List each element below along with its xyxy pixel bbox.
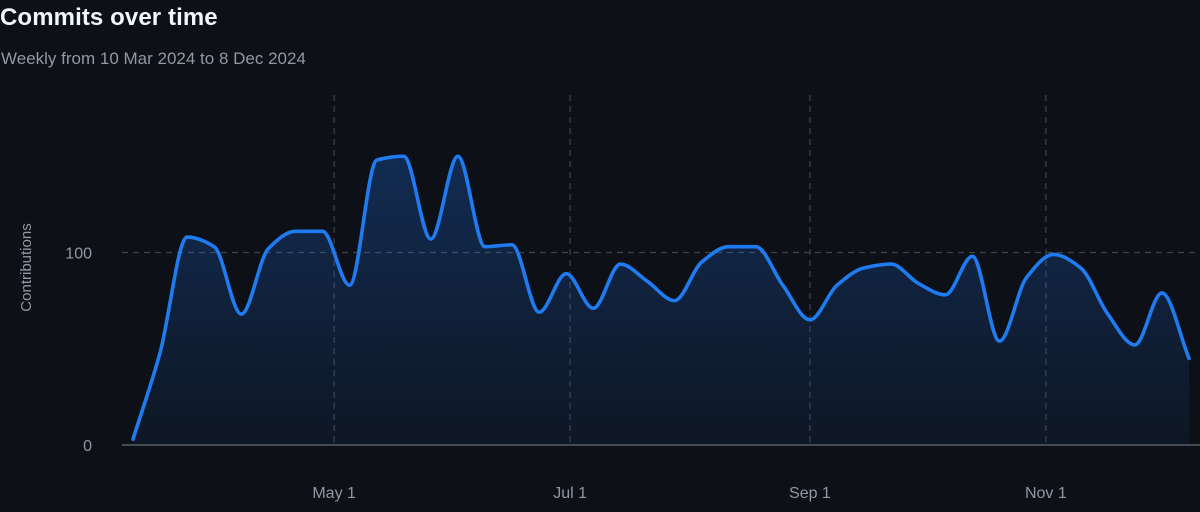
series-line-layer [131, 154, 1191, 442]
data-point-2024-06-02[interactable] [455, 153, 461, 159]
data-point-2024-06-16[interactable] [509, 242, 515, 248]
x-tick-label-jul-1: Jul 1 [553, 485, 587, 502]
data-point-2024-12-08[interactable] [1186, 355, 1192, 361]
data-point-2024-05-26[interactable] [428, 236, 434, 242]
data-point-2024-09-29[interactable] [915, 280, 921, 286]
data-point-2024-11-10[interactable] [1078, 265, 1084, 271]
data-point-2024-07-28[interactable] [672, 298, 678, 304]
y-tick-label-100: 100 [65, 246, 92, 263]
chart-subtitle: Weekly from 10 Mar 2024 to 8 Dec 2024 [1, 49, 306, 68]
data-point-2024-03-24[interactable] [184, 234, 190, 240]
data-point-2024-07-14[interactable] [617, 261, 623, 267]
data-point-2024-11-24[interactable] [1132, 342, 1138, 348]
data-point-2024-03-10[interactable] [130, 436, 136, 442]
chart-title: Commits over time [0, 4, 218, 31]
data-point-2024-11-03[interactable] [1051, 251, 1057, 257]
tick-labels: 0 100 May 1 Jul 1 Sep 1 Nov 1 Contributions [18, 223, 1067, 502]
data-point-2024-10-06[interactable] [942, 292, 948, 298]
data-point-2024-05-05[interactable] [347, 282, 353, 288]
data-point-2024-10-20[interactable] [996, 338, 1002, 344]
series-area-fill-0 [133, 156, 1189, 445]
data-point-2024-10-27[interactable] [1024, 275, 1030, 281]
data-point-2024-04-21[interactable] [292, 228, 298, 234]
x-tick-label-nov-1: Nov 1 [1025, 485, 1067, 502]
data-point-2024-04-14[interactable] [265, 246, 271, 252]
data-point-2024-09-08[interactable] [834, 282, 840, 288]
data-point-2024-05-19[interactable] [401, 153, 407, 159]
y-axis-label: Contributions [18, 223, 35, 311]
series-line-0 [131, 154, 1191, 442]
y-tick-label-0: 0 [83, 438, 92, 455]
data-point-2024-11-17[interactable] [1105, 311, 1111, 317]
data-point-2024-09-15[interactable] [861, 265, 867, 271]
data-point-2024-07-21[interactable] [644, 278, 650, 284]
data-point-2024-10-13[interactable] [969, 253, 975, 259]
x-tick-label-sep-1: Sep 1 [789, 485, 831, 502]
data-point-2024-12-01[interactable] [1159, 290, 1165, 296]
data-point-2024-03-17[interactable] [157, 350, 163, 356]
data-point-2024-08-18[interactable] [753, 244, 759, 250]
data-point-2024-08-25[interactable] [780, 282, 786, 288]
data-point-2024-06-23[interactable] [536, 309, 542, 315]
data-point-2024-07-07[interactable] [590, 305, 596, 311]
data-point-2024-09-22[interactable] [888, 261, 894, 267]
data-point-2024-08-11[interactable] [726, 244, 732, 250]
x-tick-label-may-1: May 1 [312, 485, 356, 502]
data-point-2024-04-07[interactable] [238, 311, 244, 317]
data-point-2024-09-01[interactable] [807, 317, 813, 323]
data-point-2024-08-04[interactable] [699, 259, 705, 265]
data-point-2024-03-31[interactable] [211, 244, 217, 250]
data-point-2024-06-09[interactable] [482, 244, 488, 250]
data-point-2024-04-28[interactable] [320, 228, 326, 234]
area-fill-layer [133, 156, 1189, 445]
data-point-2024-05-12[interactable] [374, 157, 380, 163]
data-point-2024-06-30[interactable] [563, 271, 569, 277]
